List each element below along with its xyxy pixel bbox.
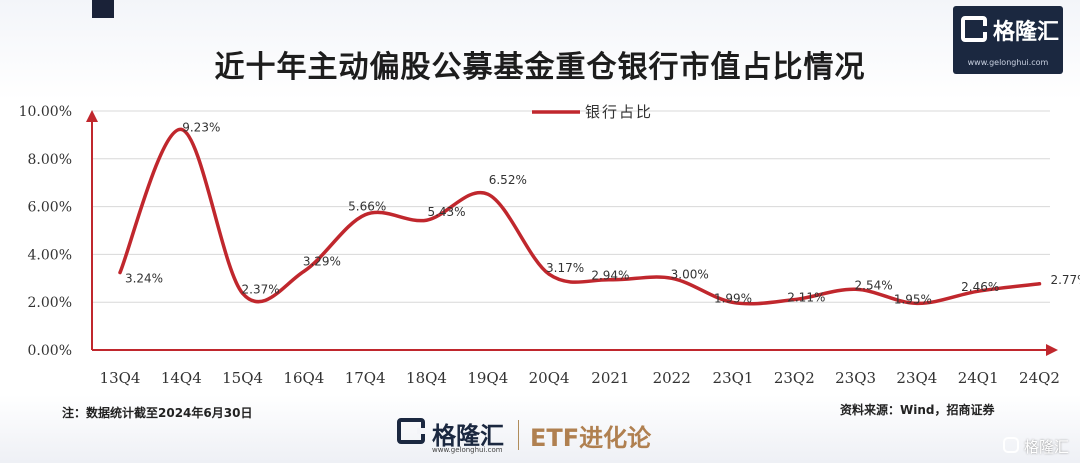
data-label: 3.24%: [125, 272, 163, 286]
x-tick-label: 17Q4: [345, 369, 386, 387]
data-label: 3.29%: [303, 254, 341, 268]
footnote: 注：数据统计截至2024年6月30日: [62, 406, 253, 420]
x-tick-label: 24Q1: [958, 369, 999, 387]
data-source: 资料来源：Wind，招商证券: [840, 403, 995, 417]
series-line-banks: [118, 127, 1042, 306]
data-point: [302, 269, 306, 273]
logo-url: www.gelonghui.com: [967, 58, 1049, 67]
x-tick-label: 15Q4: [222, 369, 263, 387]
data-point: [179, 127, 183, 131]
x-tick-label: 13Q4: [100, 369, 141, 387]
data-label: 3.17%: [546, 261, 584, 275]
x-tick-label: 23Q4: [896, 369, 937, 387]
y-tick-label: 10.00%: [19, 104, 72, 120]
x-tick-label: 14Q4: [161, 369, 202, 387]
data-point: [854, 287, 858, 291]
x-tick-label: 2021: [591, 369, 629, 387]
y-tick-label: 8.00%: [28, 152, 72, 168]
column-name: ETF进化论: [530, 424, 652, 452]
data-point: [363, 213, 367, 217]
watermark-icon: [1003, 437, 1019, 453]
x-tick-label: 23Q1: [713, 369, 754, 387]
data-point: [1038, 282, 1041, 286]
g-logo-icon: [961, 16, 987, 42]
data-label: 2.77%: [1050, 273, 1080, 287]
x-tick-label: 16Q4: [283, 369, 324, 387]
x-axis-arrow: [1046, 344, 1058, 356]
data-point: [670, 276, 674, 280]
x-tick-label: 23Q3: [835, 369, 876, 387]
data-point: [792, 298, 796, 302]
chart-title: 近十年主动偏股公募基金重仓银行市值占比情况: [214, 50, 866, 85]
y-tick-label: 0.00%: [28, 343, 72, 359]
brand-name: 格隆汇: [432, 422, 504, 450]
data-point: [731, 300, 735, 304]
data-label: 1.95%: [894, 292, 932, 306]
logo-name: 格隆汇: [993, 20, 1060, 45]
y-axis-arrow: [86, 110, 98, 122]
y-tick-label: 2.00%: [28, 295, 72, 311]
brand-url: www.gelonghui.com: [432, 446, 503, 454]
data-point: [425, 218, 428, 222]
x-tick-label: 24Q2: [1019, 369, 1060, 387]
y-tick-label: 6.00%: [28, 200, 72, 216]
data-point: [915, 301, 919, 305]
x-tick-label: 2022: [653, 369, 691, 387]
legend-label: 银行占比: [585, 103, 653, 121]
data-point: [547, 272, 551, 276]
header-background: [0, 0, 1080, 100]
data-point: [976, 289, 980, 293]
data-point: [118, 271, 122, 275]
corner-decoration: [92, 0, 114, 18]
data-label: 1.99%: [714, 291, 752, 305]
data-label: 5.43%: [427, 205, 465, 219]
x-tick-label: 20Q4: [529, 369, 570, 387]
data-label: 2.37%: [242, 282, 280, 296]
y-tick-label: 4.00%: [28, 247, 72, 263]
data-label: 6.52%: [489, 173, 527, 187]
data-label: 2.94%: [591, 269, 629, 283]
brand-divider: [518, 420, 519, 450]
x-tick-label: 18Q4: [406, 369, 447, 387]
watermark-text: 格隆汇: [1024, 438, 1070, 456]
brand-logo-badge[interactable]: 格隆汇 www.gelonghui.com: [953, 6, 1063, 74]
data-label: 3.00%: [671, 267, 709, 281]
data-point: [241, 291, 245, 295]
data-label: 5.66%: [348, 200, 386, 214]
data-label: 2.11%: [787, 291, 825, 305]
data-point: [486, 192, 490, 196]
g-logo-icon: [397, 418, 425, 444]
data-label: 2.46%: [961, 280, 999, 294]
footer-background: [0, 395, 1080, 463]
x-tick-label: 23Q2: [774, 369, 815, 387]
data-label: 2.54%: [855, 278, 893, 292]
data-label: 9.23%: [182, 120, 220, 134]
data-point: [608, 278, 612, 282]
x-tick-label: 19Q4: [467, 369, 508, 387]
